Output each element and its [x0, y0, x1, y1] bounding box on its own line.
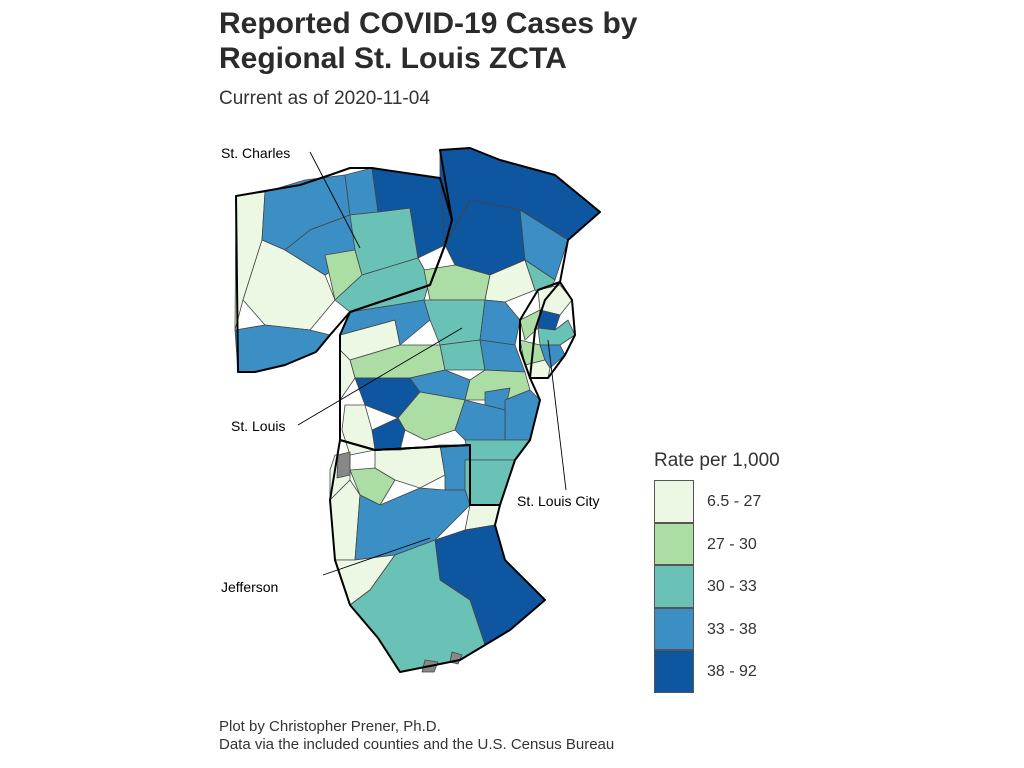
region-stl-central-d [439, 339, 486, 371]
county-outline-st-louis-city [519, 281, 576, 379]
legend-swatch [654, 607, 694, 651]
legend-label: 27 - 30 [707, 535, 757, 553]
caption-source: Data via the included counties and the U… [219, 736, 615, 753]
legend-label: 38 - 92 [707, 663, 757, 681]
region-stl-sw-dark [371, 417, 406, 451]
region-jef-green [349, 467, 396, 506]
region-stl-sw-light [341, 404, 376, 456]
region-jef-missing [336, 451, 351, 479]
legend-swatch [654, 522, 694, 566]
region-stl-west [339, 299, 431, 346]
region-stl-central-b [479, 299, 521, 346]
st-louis-leader-line [297, 327, 463, 426]
st-charles-leader-line [309, 151, 361, 249]
region-nstl-d [484, 259, 536, 303]
jefferson-leader-line [322, 537, 431, 576]
region-stl-central-e [479, 339, 526, 373]
jefferson-label: Jefferson [221, 579, 278, 595]
legend-label: 6.5 - 27 [707, 493, 762, 510]
caption: Plot by Christopher Prener, Ph.D. Data v… [219, 718, 614, 754]
region-stl-s-teal [464, 439, 531, 461]
region-stl-south-east [504, 389, 541, 441]
legend-label: 33 - 38 [707, 620, 757, 638]
region-city-d [539, 344, 566, 369]
st-louis-label: St. Louis [231, 418, 285, 434]
legend-swatch [654, 650, 694, 693]
legend-swatch [654, 565, 694, 608]
st-louis-city-label: St. Louis City [517, 493, 599, 509]
st-louis-city-leader-line [547, 339, 567, 491]
caption-author: Plot by Christopher Prener, Ph.D. [219, 718, 441, 735]
county-outline-jefferson [329, 439, 546, 673]
legend-title: Rate per 1,000 [654, 450, 780, 471]
legend-label: 30 - 33 [707, 578, 757, 596]
legend-swatch [654, 480, 694, 523]
map-subtitle: Current as of 2020-11-04 [219, 88, 430, 109]
map-title: Reported COVID-19 Cases by Regional St. L… [219, 7, 638, 75]
region-stl-central-a [423, 299, 486, 346]
county-outline-st-louis [339, 147, 601, 506]
st-charles-label: St. Charles [221, 145, 290, 161]
